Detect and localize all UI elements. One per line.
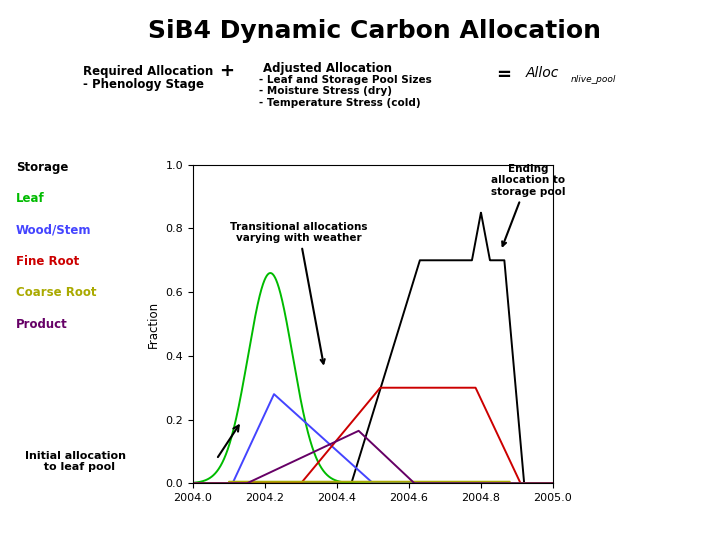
Text: nlive_pool: nlive_pool: [571, 75, 616, 84]
Text: - Moisture Stress (dry): - Moisture Stress (dry): [259, 86, 392, 97]
Text: =: =: [497, 65, 511, 84]
Text: Ending
allocation to
storage pool: Ending allocation to storage pool: [490, 164, 565, 246]
Text: Wood/Stem: Wood/Stem: [16, 224, 91, 237]
Text: Leaf: Leaf: [16, 192, 45, 205]
Text: Product: Product: [16, 318, 68, 330]
Y-axis label: Fraction: Fraction: [147, 300, 160, 348]
Text: +: +: [220, 62, 234, 80]
Text: Initial allocation
  to leaf pool: Initial allocation to leaf pool: [25, 451, 126, 472]
Text: Fine Root: Fine Root: [16, 255, 79, 268]
Text: - Leaf and Storage Pool Sizes: - Leaf and Storage Pool Sizes: [259, 75, 432, 85]
Text: Adjusted Allocation: Adjusted Allocation: [263, 62, 392, 75]
Text: Storage: Storage: [16, 161, 68, 174]
Text: Transitional allocations
varying with weather: Transitional allocations varying with we…: [230, 221, 368, 363]
Text: SiB4 Dynamic Carbon Allocation: SiB4 Dynamic Carbon Allocation: [148, 19, 601, 43]
Text: - Phenology Stage: - Phenology Stage: [83, 78, 204, 91]
Text: Alloc: Alloc: [526, 66, 559, 80]
Text: Required Allocation: Required Allocation: [83, 65, 213, 78]
Text: Coarse Root: Coarse Root: [16, 286, 96, 299]
Text: - Temperature Stress (cold): - Temperature Stress (cold): [259, 98, 420, 109]
